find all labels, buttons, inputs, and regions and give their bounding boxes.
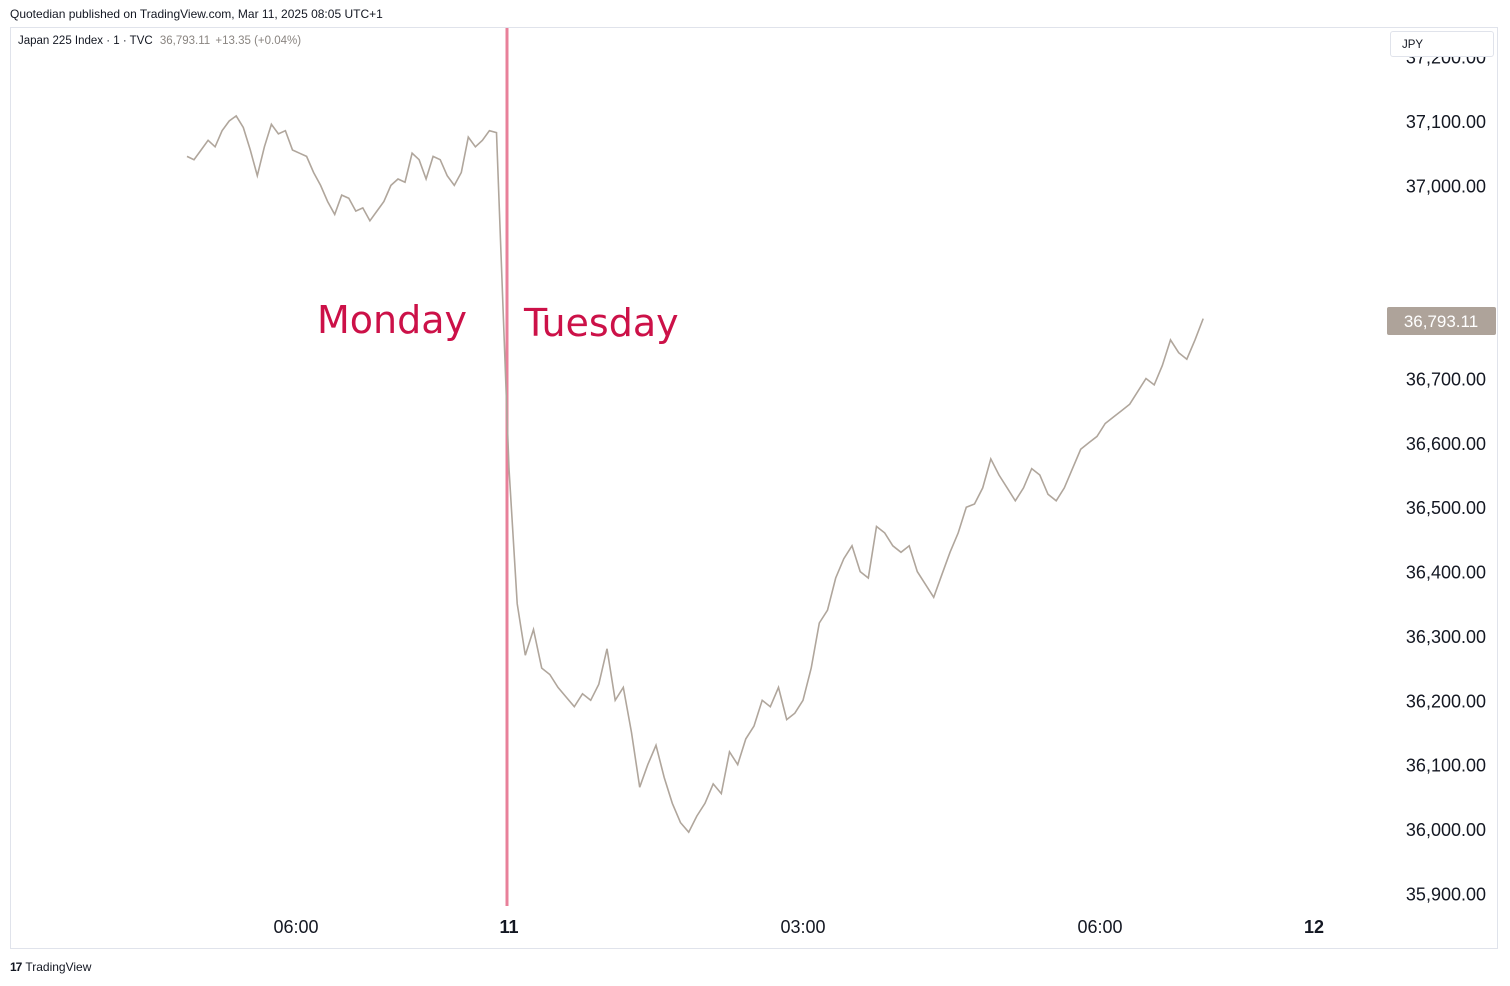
footer-brand[interactable]: 17 TradingView [10, 960, 91, 974]
tuesday-label: Tuesday [523, 301, 679, 345]
symbol-name[interactable]: Japan 225 Index · 1 · TVC [18, 35, 153, 47]
brand-name: TradingView [25, 960, 92, 974]
chart-pane[interactable] [10, 27, 1498, 949]
symbol-legend: Japan 225 Index · 1 · TVC 36,793.11 +13.… [18, 35, 301, 47]
published-caption: Quotedian published on TradingView.com, … [10, 7, 383, 21]
last-value: 36,793.11 [159, 35, 211, 47]
y-axis: 35,900.00 36,000.00 36,100.00 36,200.00 36,3… [1406, 48, 1486, 905]
x-axis: 06:00 11 03:00 06:00 12 [273, 917, 1324, 937]
y-tick-label: 36,400.00 [1406, 563, 1486, 583]
x-tick-label: 12 [1304, 917, 1324, 937]
y-tick-label: 35,900.00 [1406, 884, 1486, 904]
tradingview-logo-icon: 17 [10, 960, 22, 974]
y-tick-label: 36,700.00 [1406, 369, 1486, 389]
y-tick-label: 36,000.00 [1406, 820, 1486, 840]
price-series-line [186, 114, 1204, 834]
x-tick-label: 06:00 [273, 917, 318, 937]
y-tick-label: 36,200.00 [1406, 691, 1486, 711]
y-tick-label: 36,300.00 [1406, 627, 1486, 647]
currency-button[interactable]: JPY [1390, 31, 1494, 57]
monday-label: Monday [317, 298, 467, 342]
y-tick-label: 37,100.00 [1406, 112, 1486, 132]
x-tick-label: 06:00 [1077, 917, 1122, 937]
y-tick-label: 36,500.00 [1406, 498, 1486, 518]
y-tick-label: 36,100.00 [1406, 756, 1486, 776]
last-price-label: 36,793.11 [1404, 312, 1478, 331]
x-tick-label: 03:00 [780, 917, 825, 937]
last-price-tag: 36,793.11 [1387, 307, 1496, 335]
y-tick-label: 36,600.00 [1406, 434, 1486, 454]
y-tick-label: 37,000.00 [1406, 176, 1486, 196]
x-tick-label: 11 [499, 917, 518, 937]
change-value: +13.35 (+0.04%) [215, 35, 302, 47]
